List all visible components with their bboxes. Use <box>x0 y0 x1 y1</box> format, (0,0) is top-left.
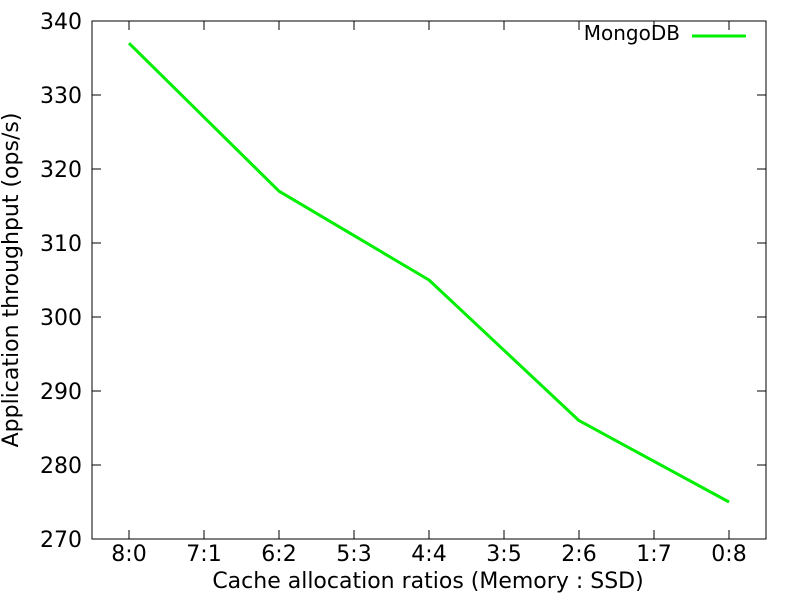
series-line-mongodb <box>127 42 730 504</box>
x-tick-label: 8:0 <box>111 542 146 567</box>
x-tick-label: 2:6 <box>561 542 596 567</box>
y-axis-ticks: 270 280 290 300 310 320 330 340 <box>40 10 766 553</box>
x-tick-label: 4:4 <box>411 542 446 567</box>
y-tick-label: 330 <box>40 84 82 109</box>
legend-label-mongodb: MongoDB <box>584 21 680 45</box>
y-tick-label: 280 <box>40 454 82 479</box>
y-tick-label: 300 <box>40 306 82 331</box>
legend: MongoDB <box>584 21 746 45</box>
x-tick-label: 1:7 <box>636 542 671 567</box>
y-tick-label: 320 <box>40 158 82 183</box>
y-axis-title: Application throughput (ops/s) <box>0 113 24 448</box>
x-tick-label: 6:2 <box>261 542 296 567</box>
x-tick-label: 3:5 <box>486 542 521 567</box>
y-tick-label: 270 <box>40 528 82 553</box>
x-tick-label: 5:3 <box>336 542 371 567</box>
series-layer <box>127 42 730 504</box>
y-tick-label: 340 <box>40 10 82 35</box>
x-tick-label: 7:1 <box>186 542 221 567</box>
y-tick-label: 290 <box>40 380 82 405</box>
x-tick-label: 0:8 <box>711 542 746 567</box>
y-tick-label: 310 <box>40 232 82 257</box>
x-axis-title: Cache allocation ratios (Memory : SSD) <box>212 569 643 594</box>
x-axis-ticks: 8:0 7:1 6:2 5:3 4:4 3:5 2:6 1:7 0:8 <box>111 21 747 567</box>
